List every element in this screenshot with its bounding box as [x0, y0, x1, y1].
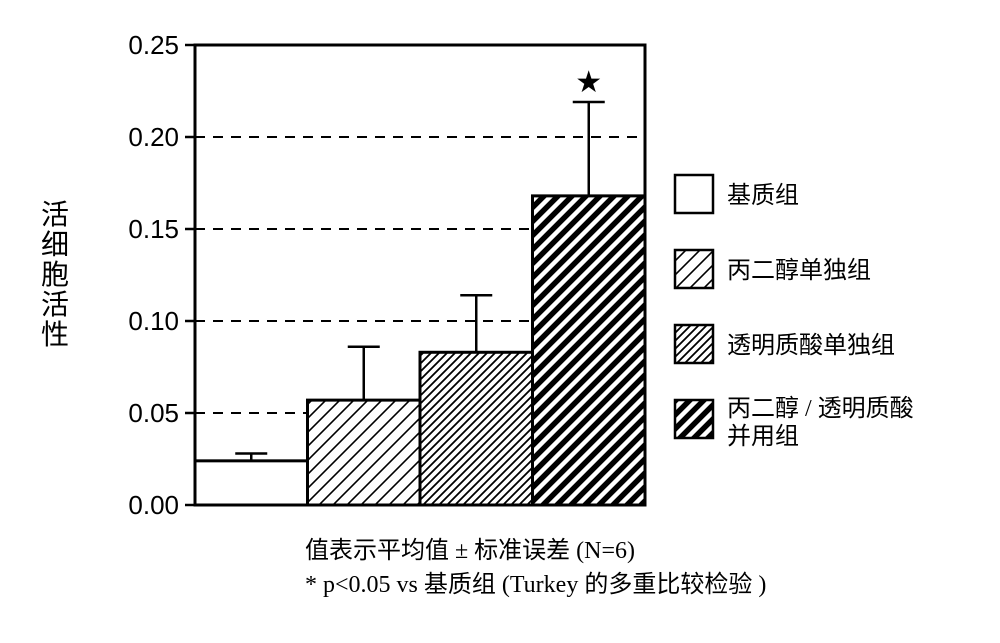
y-tick-label: 0.15 — [128, 214, 179, 244]
chart-caption: 值表示平均值 ± 标准误差 (N=6)* p<0.05 vs 基质组 (Turk… — [305, 535, 766, 602]
y-tick-label: 0.20 — [128, 122, 179, 152]
caption-line: * p<0.05 vs 基质组 (Turkey 的多重比较检验 ) — [305, 569, 766, 603]
y-axis-label-char: 胞 — [41, 259, 69, 291]
y-axis-label-char: 性 — [41, 319, 69, 351]
y-tick-label: 0.10 — [128, 306, 179, 336]
legend-swatch — [675, 325, 713, 363]
caption-line: 值表示平均值 ± 标准误差 (N=6) — [305, 535, 766, 569]
y-axis-label-char: 活 — [41, 199, 69, 231]
bar — [533, 196, 646, 505]
legend-swatch — [675, 175, 713, 213]
y-tick-label: 0.05 — [128, 398, 179, 428]
legend-label: 基质组 — [727, 182, 799, 209]
y-tick-label: 0.00 — [128, 490, 179, 520]
y-axis-label-char: 细 — [41, 229, 69, 261]
bar-chart-svg: 0.000.050.100.150.200.25★活细胞活性基质组丙二醇单独组透… — [20, 20, 980, 623]
chart-container: 0.000.050.100.150.200.25★活细胞活性基质组丙二醇单独组透… — [20, 20, 980, 623]
legend-swatch — [675, 250, 713, 288]
y-tick-label: 0.25 — [128, 30, 179, 60]
legend-swatch — [675, 400, 713, 438]
significance-marker: ★ — [575, 66, 602, 99]
bar — [420, 352, 533, 505]
legend-label: 丙二醇单独组 — [727, 257, 871, 284]
bar — [308, 400, 421, 505]
legend-label: 丙二醇 / 透明质酸 — [727, 395, 914, 422]
y-axis-label-char: 活 — [41, 289, 69, 321]
bar — [195, 461, 308, 505]
legend-label: 并用组 — [727, 423, 799, 450]
legend-label: 透明质酸单独组 — [727, 332, 895, 359]
